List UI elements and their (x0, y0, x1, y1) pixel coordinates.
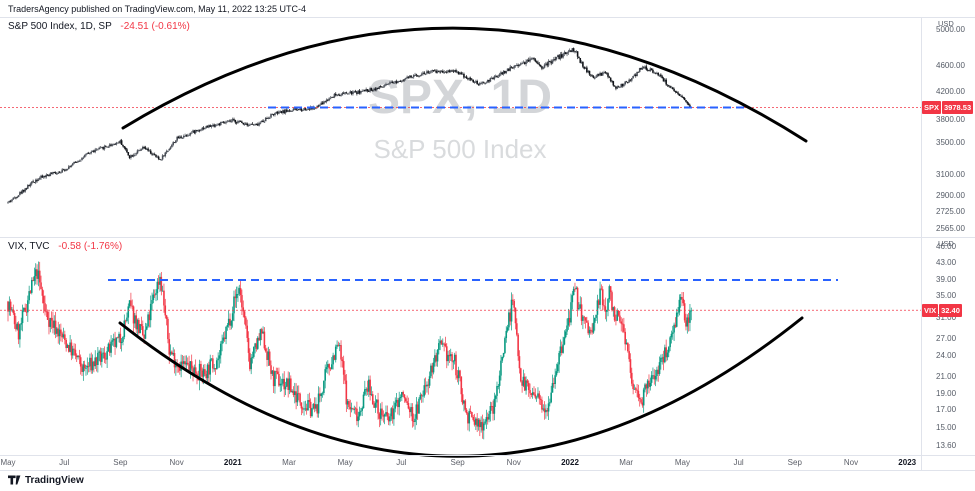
vix-price-tick: 39.00 (936, 275, 957, 284)
time-axis-label: 2021 (223, 458, 242, 467)
time-axis-label: Mar (282, 458, 296, 467)
time-axis-label: 2023 (898, 458, 917, 467)
spx-symbol-badge: SPX (922, 101, 942, 114)
vix-price-tick: 15.00 (936, 423, 957, 432)
spx-price-tick: 4600.00 (936, 61, 965, 70)
time-axis-label: May (0, 458, 16, 467)
time-axis-label: Jul (733, 458, 744, 467)
spx-price-tick: 3100.00 (936, 170, 965, 179)
time-axis-label: Sep (450, 458, 465, 467)
vix-legend-symbol[interactable]: VIX, TVC (8, 241, 50, 252)
time-axis-label: May (674, 458, 690, 467)
vix-last-price-label: VIX 32.40 (922, 304, 975, 317)
vix-symbol-badge: VIX (922, 304, 939, 317)
time-axis-label: Jul (396, 458, 407, 467)
tradingview-logo-icon (8, 474, 21, 486)
time-axis-label: Nov (843, 458, 859, 467)
vix-price-tick: 13.60 (936, 441, 957, 450)
tradingview-footer[interactable]: TradingView (8, 474, 84, 486)
time-axis-label: Mar (619, 458, 634, 467)
vix-price-tick: 17.00 (936, 405, 957, 414)
vix-legend[interactable]: VIX, TVC -0.58 (-1.76%) (8, 241, 122, 252)
spx-price-tick: 5000.00 (936, 25, 965, 34)
spx-legend-symbol[interactable]: S&P 500 Index, 1D, SP (8, 21, 112, 32)
time-axis-divider (0, 455, 975, 456)
time-axis-label: Jul (59, 458, 70, 467)
vix-price-tick: 24.00 (936, 351, 957, 360)
spx-price-tick: 2900.00 (936, 191, 965, 200)
vix-price-tick: 21.00 (936, 372, 957, 381)
time-axis-label: Nov (506, 458, 521, 467)
vix-scale-unit: USD (938, 239, 954, 248)
spx-price-tick: 3800.00 (936, 115, 965, 124)
tradingview-brand-text: TradingView (25, 474, 84, 486)
time-axis-label: Nov (169, 458, 184, 467)
vix-price-tick: 19.00 (936, 389, 957, 398)
price-scale-divider (921, 17, 922, 470)
vix-legend-change: -0.58 (-1.76%) (58, 241, 123, 252)
time-axis-label: Sep (787, 458, 802, 467)
time-axis[interactable]: May Jul Sep Nov 2021 Mar May Jul Sep Nov 2022 Mar Ma… (0, 458, 921, 470)
vix-price-badge: 32.40 (939, 304, 962, 317)
spx-price-tick: 3500.00 (936, 138, 965, 147)
spx-scale-unit: USD (938, 19, 954, 28)
spx-price-badge: 3978.53 (942, 101, 974, 114)
time-axis-label: 2022 (561, 458, 579, 467)
publication-info: TradersAgency published on TradingView.c… (8, 4, 306, 14)
vix-price-tick: 27.00 (936, 334, 957, 343)
spx-price-tick: 2565.00 (936, 224, 965, 233)
vix-price-tick: 43.00 (936, 258, 957, 267)
vix-price-tick: 31.00 (936, 313, 957, 322)
spx-legend-change: -24.51 (-0.61%) (120, 21, 190, 32)
spx-last-price-label: SPX 3978.53 (922, 101, 975, 114)
pane-divider[interactable] (0, 237, 975, 238)
time-axis-label: May (337, 458, 353, 467)
spx-price-tick: 4200.00 (936, 87, 965, 96)
vix-price-tick: 35.00 (936, 291, 957, 300)
time-axis-label: Sep (113, 458, 128, 467)
footer-divider (0, 470, 975, 471)
spx-legend[interactable]: S&P 500 Index, 1D, SP -24.51 (-0.61%) (8, 21, 190, 32)
frame-top-divider (0, 17, 975, 18)
vix-price-tick: 46.00 (936, 242, 957, 251)
spx-price-tick: 2725.00 (936, 207, 965, 216)
